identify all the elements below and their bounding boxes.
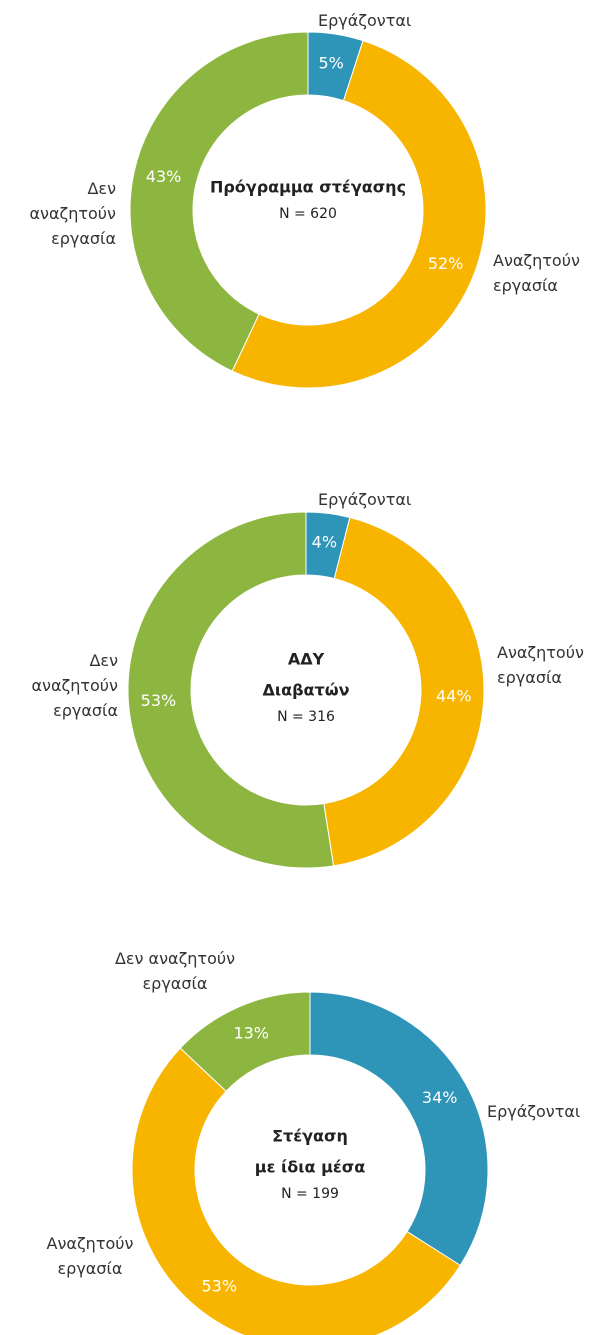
value-label: 44% <box>436 686 472 705</box>
category-label: Αναζητούν εργασία <box>493 251 580 295</box>
donut-segment <box>309 991 489 1267</box>
value-label: 53% <box>141 691 177 710</box>
value-label: 5% <box>318 53 343 72</box>
value-label: 4% <box>312 533 337 552</box>
donut-segment <box>129 31 309 372</box>
category-label: Εργάζονται <box>487 1102 581 1121</box>
category-label: Δεν αναζητούν εργασία <box>31 651 119 720</box>
value-label: 13% <box>233 1024 269 1043</box>
donut-segment <box>127 511 335 869</box>
category-label: Αναζητούν εργασία <box>46 1234 134 1278</box>
value-label: 53% <box>202 1276 238 1295</box>
value-label: 43% <box>146 167 182 186</box>
donut-segment <box>231 40 487 389</box>
center-title: Πρόγραμμα στέγασης <box>210 178 406 197</box>
donut-segment <box>131 1047 461 1335</box>
value-label: 34% <box>422 1088 458 1107</box>
center-subtitle: N = 199 <box>281 1186 339 1202</box>
category-label: Εργάζονται <box>318 11 412 30</box>
donut-segment <box>323 516 485 867</box>
donut-segment <box>179 991 311 1092</box>
center-title: Διαβατών <box>262 681 349 700</box>
center-title: ΑΔΥ <box>288 650 325 669</box>
center-subtitle: N = 620 <box>279 206 337 222</box>
category-label: Δεν αναζητούν εργασία <box>29 179 117 248</box>
category-label: Δεν αναζητούν εργασία <box>114 949 236 993</box>
center-title: Στέγαση <box>272 1127 348 1146</box>
center-title: με ίδια μέσα <box>255 1158 365 1177</box>
value-label: 52% <box>428 254 464 273</box>
category-label: Εργάζονται <box>318 490 412 509</box>
center-subtitle: N = 316 <box>277 709 335 725</box>
category-label: Αναζητούν εργασία <box>497 643 584 687</box>
